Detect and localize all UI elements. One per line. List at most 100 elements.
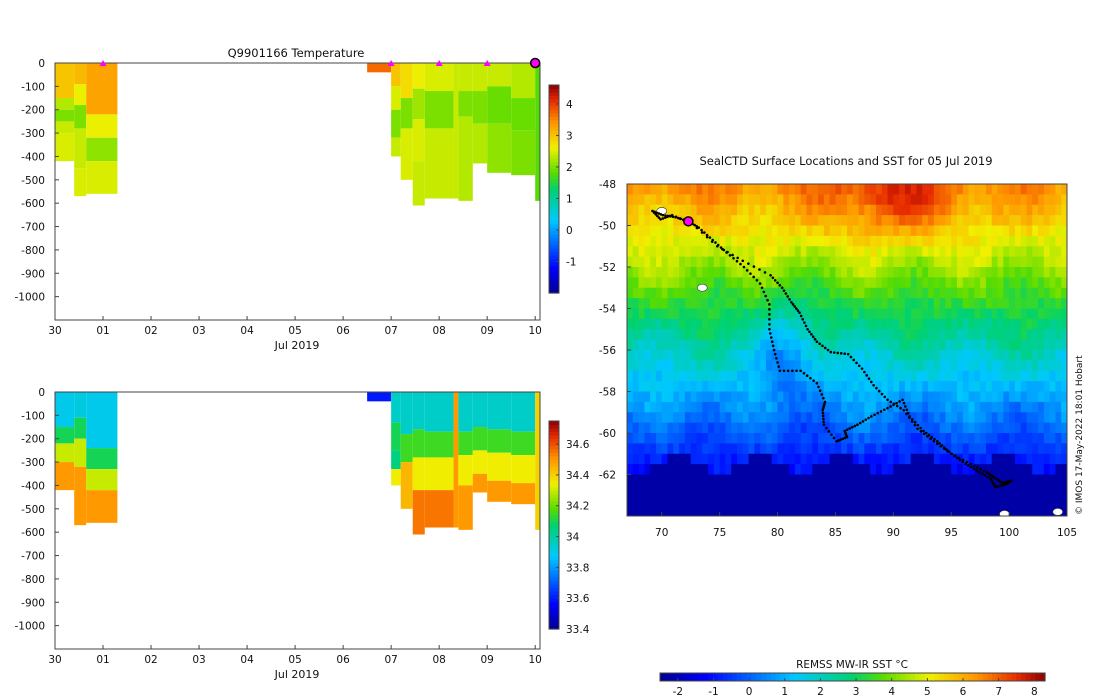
sst-cell [893, 225, 900, 237]
sst-cell [719, 381, 726, 392]
track-point [835, 440, 838, 443]
sst-cell [777, 350, 784, 361]
sst-cell [661, 453, 669, 465]
sst-colorbar-segment [1025, 673, 1032, 681]
sst-cell [679, 350, 686, 361]
sst-cell [760, 370, 767, 382]
sst-cell [627, 204, 634, 216]
track-point [955, 456, 959, 460]
sst-cell [1055, 318, 1062, 330]
profile-10-band-1 [472, 91, 488, 124]
sst-cell [1020, 246, 1027, 258]
sst-cell [737, 329, 744, 341]
colorbar-segment [549, 448, 559, 453]
sst-cell [922, 433, 929, 444]
sst-cell [1032, 204, 1039, 216]
sst-cell [725, 453, 732, 465]
sst-cell [1032, 370, 1039, 382]
sst-cell [985, 453, 993, 465]
track-point [791, 303, 795, 306]
sst-cell [1003, 235, 1010, 247]
sst-cell [1026, 422, 1033, 434]
sst-cell [904, 204, 912, 216]
sst-cell [806, 277, 813, 289]
sst-cell [957, 246, 964, 258]
sst-cell [922, 350, 929, 361]
sst-cell [777, 360, 784, 372]
sst-cell [690, 225, 697, 237]
sst-cell [985, 505, 993, 516]
sst-cell [794, 464, 802, 475]
sst-cell [887, 495, 894, 507]
sst-cell [638, 184, 645, 195]
sst-cell [870, 204, 877, 216]
sst-cell [957, 204, 964, 216]
profile-7-band-1 [424, 431, 454, 458]
sst-cell [1055, 298, 1062, 309]
sst-cell [870, 277, 877, 289]
sst-cell [650, 246, 657, 258]
colorbar-segment [549, 223, 559, 228]
sst-cell [974, 453, 981, 465]
colorbar-tick-label: 34.2 [566, 501, 589, 513]
sst-cell [812, 339, 819, 351]
sst-cell [939, 443, 946, 455]
sst-cell [638, 298, 645, 309]
sst-cell [980, 464, 987, 475]
sst-cell [1026, 360, 1033, 372]
sst-cell [673, 370, 680, 382]
profile-7-band-1 [424, 91, 454, 129]
sst-cell [1038, 184, 1045, 195]
sst-cell [1009, 184, 1016, 195]
sst-cell [702, 401, 709, 413]
sst-cell [1032, 215, 1039, 226]
sst-cell [673, 329, 680, 341]
sst-cell [957, 256, 964, 268]
track-point [972, 467, 976, 470]
sst-cell [980, 184, 987, 195]
colorbar-segment [549, 247, 559, 252]
sst-cell [731, 246, 738, 258]
sst-cell [800, 267, 807, 278]
track-point [825, 426, 828, 430]
sst-cell [974, 412, 981, 424]
sst-cell [875, 329, 883, 341]
sst-cell [864, 443, 871, 455]
sst-cell [985, 194, 993, 206]
sst-cell [771, 464, 779, 475]
profile-1-band-2 [74, 438, 87, 467]
sst-cell [765, 381, 773, 392]
sst-cell [968, 246, 975, 258]
sst-cell [638, 267, 645, 278]
sst-cell [789, 422, 796, 434]
sst-cell [771, 360, 779, 372]
sst-cell [806, 381, 813, 392]
sst-cell [742, 505, 750, 516]
track-point [849, 355, 853, 359]
sst-cell [1020, 225, 1027, 237]
sst-cell [650, 277, 657, 289]
sst-cell [754, 412, 761, 424]
sst-colorbar-segment [876, 673, 882, 681]
track-point [768, 322, 771, 326]
sst-cell [1049, 184, 1056, 195]
sst-cell [696, 350, 703, 361]
sst-colorbar-segment [838, 673, 844, 681]
sst-cell [974, 422, 981, 434]
colorbar-segment [549, 213, 559, 218]
sst-cell [968, 391, 975, 403]
sst-cell [939, 235, 946, 247]
sst-cell [800, 453, 807, 465]
sst-cell [777, 370, 784, 382]
sst-cell [864, 287, 871, 299]
x-tick-label: 06 [336, 325, 350, 337]
sst-cell [818, 287, 825, 299]
sst-cell [661, 246, 669, 258]
sst-cell [742, 235, 750, 247]
sst-cell [748, 204, 755, 216]
sst-cell [673, 204, 680, 216]
sst-cell [858, 505, 865, 516]
sst-cell [1014, 339, 1022, 351]
sst-cell [754, 381, 761, 392]
sst-cell [731, 329, 738, 341]
